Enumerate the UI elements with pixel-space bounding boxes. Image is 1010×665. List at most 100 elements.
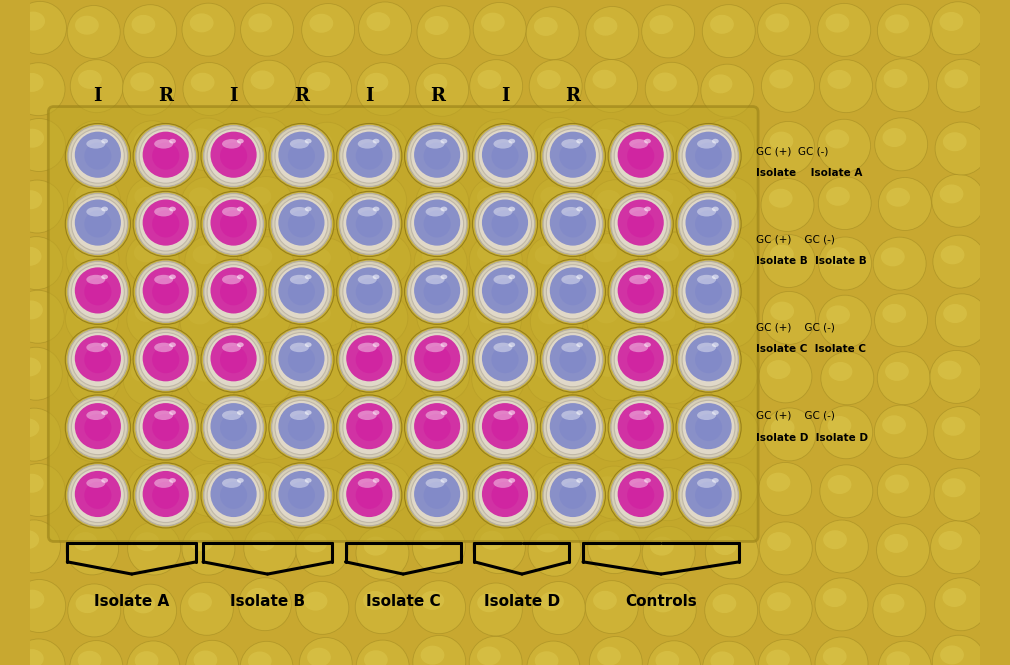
Ellipse shape	[411, 332, 464, 387]
Ellipse shape	[705, 178, 758, 230]
Ellipse shape	[238, 117, 292, 170]
Ellipse shape	[593, 591, 617, 610]
Ellipse shape	[405, 124, 470, 189]
Ellipse shape	[204, 126, 264, 187]
Ellipse shape	[935, 294, 989, 346]
Ellipse shape	[546, 129, 599, 184]
Ellipse shape	[220, 481, 247, 509]
Ellipse shape	[240, 352, 294, 404]
Ellipse shape	[142, 335, 189, 381]
Ellipse shape	[123, 584, 177, 637]
Ellipse shape	[86, 139, 105, 148]
Ellipse shape	[596, 358, 620, 377]
Ellipse shape	[20, 73, 43, 92]
Ellipse shape	[133, 259, 198, 325]
Ellipse shape	[279, 267, 324, 313]
Ellipse shape	[411, 400, 464, 455]
Ellipse shape	[759, 350, 812, 403]
Ellipse shape	[355, 291, 408, 344]
Ellipse shape	[686, 471, 731, 517]
Ellipse shape	[279, 471, 324, 517]
Ellipse shape	[86, 410, 105, 420]
Ellipse shape	[207, 332, 260, 387]
Ellipse shape	[526, 7, 579, 60]
Ellipse shape	[126, 177, 180, 229]
Ellipse shape	[142, 267, 189, 313]
Ellipse shape	[363, 591, 387, 610]
Ellipse shape	[477, 305, 500, 323]
Ellipse shape	[124, 5, 177, 58]
Ellipse shape	[20, 129, 44, 148]
Ellipse shape	[482, 403, 528, 450]
Ellipse shape	[540, 124, 605, 189]
Ellipse shape	[279, 132, 324, 178]
Ellipse shape	[356, 581, 408, 634]
Ellipse shape	[18, 247, 41, 266]
Ellipse shape	[190, 13, 213, 33]
Ellipse shape	[618, 132, 664, 178]
Ellipse shape	[881, 594, 905, 613]
Ellipse shape	[68, 329, 127, 390]
Ellipse shape	[423, 481, 450, 509]
Ellipse shape	[560, 481, 587, 509]
Ellipse shape	[479, 468, 531, 523]
Ellipse shape	[653, 72, 677, 92]
Ellipse shape	[181, 177, 234, 230]
Ellipse shape	[425, 478, 444, 488]
Ellipse shape	[416, 63, 469, 116]
Ellipse shape	[479, 400, 531, 455]
Ellipse shape	[596, 531, 619, 550]
Text: GC (+)    GC (-): GC (+) GC (-)	[756, 411, 835, 421]
Ellipse shape	[532, 117, 586, 170]
Ellipse shape	[358, 478, 377, 488]
Ellipse shape	[185, 408, 237, 462]
Ellipse shape	[543, 397, 603, 458]
Ellipse shape	[336, 395, 402, 460]
Ellipse shape	[629, 207, 648, 217]
Ellipse shape	[482, 267, 528, 313]
Ellipse shape	[529, 60, 582, 113]
Ellipse shape	[653, 361, 678, 380]
Ellipse shape	[367, 473, 390, 492]
Ellipse shape	[304, 357, 328, 376]
Ellipse shape	[247, 187, 272, 205]
Ellipse shape	[239, 177, 293, 229]
Ellipse shape	[560, 142, 587, 170]
Ellipse shape	[482, 415, 505, 434]
Ellipse shape	[413, 581, 466, 634]
Ellipse shape	[587, 294, 639, 347]
Ellipse shape	[193, 362, 217, 382]
Ellipse shape	[938, 531, 963, 550]
Ellipse shape	[139, 468, 192, 523]
Ellipse shape	[101, 410, 108, 415]
Ellipse shape	[695, 346, 722, 373]
Text: Isolate D: Isolate D	[484, 594, 560, 608]
Ellipse shape	[629, 139, 648, 148]
Ellipse shape	[125, 408, 179, 460]
Ellipse shape	[77, 131, 101, 150]
Ellipse shape	[676, 327, 741, 392]
Ellipse shape	[304, 418, 327, 436]
Ellipse shape	[771, 302, 794, 321]
Ellipse shape	[705, 526, 759, 579]
Ellipse shape	[651, 593, 675, 612]
Ellipse shape	[475, 194, 535, 255]
Ellipse shape	[75, 335, 121, 381]
Ellipse shape	[479, 332, 531, 387]
Ellipse shape	[76, 362, 99, 382]
Ellipse shape	[417, 348, 470, 402]
Ellipse shape	[934, 406, 987, 460]
Ellipse shape	[153, 278, 180, 305]
Ellipse shape	[362, 184, 385, 203]
Ellipse shape	[821, 352, 874, 405]
Ellipse shape	[222, 207, 241, 217]
Ellipse shape	[763, 291, 815, 344]
Ellipse shape	[713, 416, 737, 435]
Ellipse shape	[425, 342, 444, 352]
Ellipse shape	[560, 278, 587, 305]
Ellipse shape	[540, 592, 564, 610]
Ellipse shape	[585, 60, 637, 112]
Ellipse shape	[134, 187, 159, 206]
Ellipse shape	[614, 197, 668, 251]
Ellipse shape	[712, 359, 736, 378]
